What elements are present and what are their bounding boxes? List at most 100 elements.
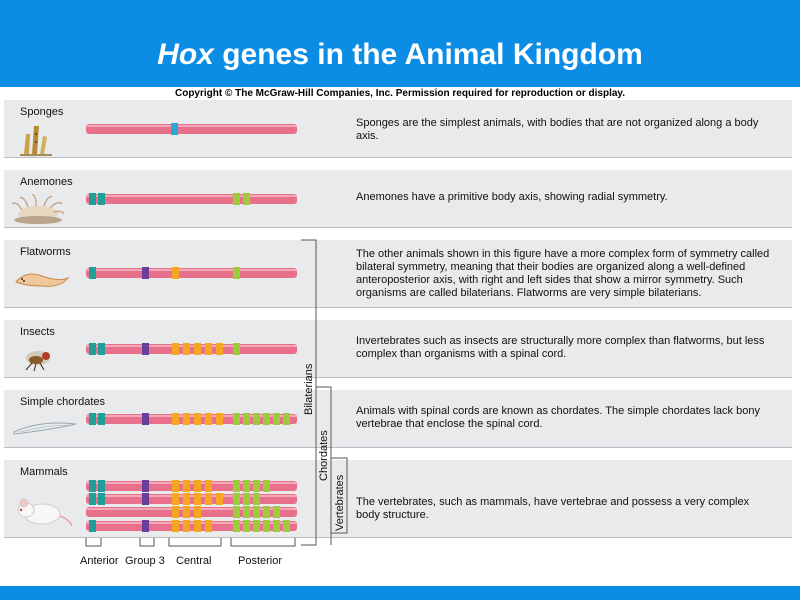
gene-posterior xyxy=(233,520,240,532)
gene-group3 xyxy=(142,267,149,279)
gene-central xyxy=(183,520,190,532)
gene-central xyxy=(183,506,190,518)
gene-anterior xyxy=(89,267,96,279)
gene-central xyxy=(216,493,223,505)
chromosome-highlight xyxy=(86,522,297,524)
gene-central xyxy=(216,343,223,355)
row-label: Mammals xyxy=(20,466,68,478)
group3-label: Group 3 xyxy=(125,555,165,567)
row-label: Flatworms xyxy=(20,246,71,258)
gene-posterior xyxy=(263,413,270,425)
gene-group3 xyxy=(142,480,149,492)
gene-posterior xyxy=(243,193,250,205)
gene-central xyxy=(205,413,212,425)
bilaterians-label: Bilaterians xyxy=(303,363,315,415)
row-description: Anemones have a primitive body axis, sho… xyxy=(356,191,668,203)
chromosome-highlight xyxy=(86,482,297,484)
chromosome-highlight xyxy=(86,195,297,197)
gene-anterior xyxy=(98,193,105,205)
row-description: The vertebrates, such as mammals, have v… xyxy=(356,496,750,521)
gene-posterior xyxy=(233,193,240,205)
gene-posterior xyxy=(253,413,260,425)
chromosome-highlight xyxy=(86,495,297,497)
chordate-icon xyxy=(13,422,77,435)
gene-anterior xyxy=(98,413,105,425)
gene-posterior xyxy=(253,506,260,518)
gene-anterior xyxy=(89,193,96,205)
gene-central xyxy=(183,413,190,425)
gene-central xyxy=(183,480,190,492)
insect-icon xyxy=(25,351,50,372)
gene-anterior xyxy=(98,493,105,505)
flatworm-icon xyxy=(15,273,70,287)
chordates-label: Chordates xyxy=(318,430,330,481)
gene-posterior xyxy=(243,480,250,492)
gene-posterior xyxy=(253,520,260,532)
bilaterians-bracket xyxy=(301,239,317,546)
gene-group3 xyxy=(142,493,149,505)
row-label: Simple chordates xyxy=(20,396,105,408)
chromosome-highlight xyxy=(86,508,297,510)
row-label: Sponges xyxy=(20,106,64,118)
posterior-label: Posterior xyxy=(238,555,282,567)
gene-anterior xyxy=(89,480,96,492)
anemone-icon xyxy=(11,194,65,224)
gene-central xyxy=(172,506,179,518)
vertebrates-label: Vertebrates xyxy=(334,474,346,531)
row-description: Sponges are the simplest animals, with b… xyxy=(356,117,759,142)
gene-central xyxy=(194,413,201,425)
gene-anterior xyxy=(98,480,105,492)
chromosome-highlight xyxy=(86,415,297,417)
group3-bracket xyxy=(139,538,155,547)
title-rest: genes in the Animal Kingdom xyxy=(213,38,643,71)
gene-posterior xyxy=(233,506,240,518)
gene-posterior xyxy=(233,480,240,492)
gene-central xyxy=(172,480,179,492)
chromosome-highlight xyxy=(86,125,297,127)
gene-central xyxy=(205,493,212,505)
gene-central xyxy=(205,343,212,355)
chromosome-highlight xyxy=(86,269,297,271)
gene-anterior xyxy=(89,413,96,425)
gene-posterior xyxy=(243,520,250,532)
gene-posterior xyxy=(233,267,240,279)
gene-posterior xyxy=(273,413,280,425)
copyright-notice: Copyright © The McGraw-Hill Companies, I… xyxy=(174,88,626,99)
row-label: Insects xyxy=(20,326,55,338)
gene-central xyxy=(194,343,201,355)
gene-posterior xyxy=(263,506,270,518)
gene-anterior xyxy=(89,493,96,505)
gene-posterior xyxy=(233,343,240,355)
gene-group3 xyxy=(142,343,149,355)
sponge-icon xyxy=(20,126,52,156)
gene-posterior xyxy=(273,520,280,532)
gene-central xyxy=(194,506,201,518)
anterior-bracket xyxy=(85,538,102,547)
vertebrates-bracket xyxy=(331,457,348,534)
chromosome-layer xyxy=(86,123,297,532)
gene-central xyxy=(194,480,201,492)
anterior-label: Anterior xyxy=(80,555,119,567)
row-description: Invertebrates such as insects are struct… xyxy=(356,335,765,360)
row-label: Anemones xyxy=(20,176,73,188)
bracket-layer xyxy=(85,239,348,547)
chordates-bracket xyxy=(316,386,332,545)
gene-central xyxy=(172,493,179,505)
gene-central xyxy=(172,413,179,425)
gene-central xyxy=(194,520,201,532)
page-title: Hox genes in the Animal Kingdom xyxy=(0,38,800,72)
gene-central xyxy=(183,343,190,355)
gene-posterior xyxy=(273,506,280,518)
gene-central xyxy=(205,520,212,532)
gene-posterior xyxy=(253,480,260,492)
row-description: Animals with spinal cords are known as c… xyxy=(356,405,760,430)
gene-posterior xyxy=(243,413,250,425)
gene-group3 xyxy=(142,413,149,425)
gene-posterior xyxy=(263,520,270,532)
central-label: Central xyxy=(176,555,211,567)
gene-posterior xyxy=(263,480,270,492)
gene-anterior xyxy=(89,520,96,532)
gene-posterior xyxy=(233,493,240,505)
gene-central xyxy=(205,480,212,492)
gene-posterior xyxy=(283,520,290,532)
